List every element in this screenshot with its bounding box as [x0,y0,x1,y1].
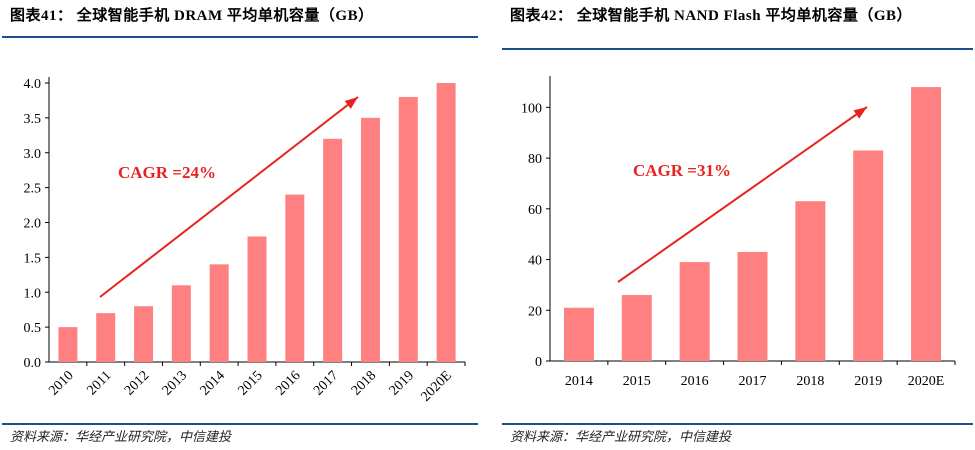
nand-bar [911,87,942,361]
nand-x-tick-label: 2018 [796,374,824,389]
dram-bottom-rule [2,423,478,425]
dram-y-tick-label: 4.0 [24,77,42,92]
dram-top-rule [2,36,478,38]
dram-bar-chart: 0.0 0.5 1.0 1.5 2.0 2.5 3.0 3.5 4.0 2010 2011 2012 2… [24,77,466,405]
nand-cagr-annotation: CAGR =31% [633,161,731,180]
dram-bar [323,138,343,362]
nand-bar [795,201,826,361]
nand-chart-panel: 图表42： 全球智能手机 NAND Flash 平均单机容量（GB） 0 20 40… [500,0,975,450]
dram-chart-title: 图表41： 全球智能手机 DRAM 平均单机容量（GB） [10,8,374,24]
dram-x-tick-label: 2013 [160,368,190,398]
dram-x-tick-label: 2012 [122,368,152,398]
nand-bar [853,150,884,361]
dram-bar [134,306,154,362]
dram-x-tick-label: 2017 [311,368,341,398]
nand-y-tick-label: 20 [528,304,542,319]
dram-bar [171,285,191,362]
nand-x-tick-label: 2017 [739,374,767,389]
nand-y-tick-label: 40 [528,254,542,269]
nand-y-tick-label: 0 [535,355,542,370]
dram-x-tick-label: 2020E [418,368,454,404]
dram-source-note: 资料来源：华经产业研究院，中信建投 [10,430,232,445]
dram-x-tick-label: 2015 [235,368,265,398]
nand-source-note: 资料来源：华经产业研究院，中信建投 [510,430,732,445]
nand-y-tick-label: 100 [521,101,542,116]
nand-x-tick-label: 2019 [854,374,882,389]
dram-bar [398,96,418,362]
nand-top-rule [502,48,973,50]
nand-bar [737,251,768,361]
dram-x-tick-label: 2016 [273,368,303,398]
dram-trend-arrowhead [344,97,358,109]
dram-y-tick-label: 0.0 [24,356,42,371]
dram-bar [247,236,267,362]
nand-chart-title: 图表42： 全球智能手机 NAND Flash 平均单机容量（GB） [510,8,913,24]
dram-y-tick-label: 2.5 [24,182,42,197]
dram-bar [209,264,229,362]
dram-bar [360,117,380,362]
dram-y-tick-label: 2.0 [24,217,42,232]
dram-y-tick-label: 3.5 [24,112,42,127]
nand-x-tick-label: 2020E [908,374,945,389]
nand-bar [563,307,594,361]
nand-bottom-rule [502,423,973,425]
nand-bar [621,295,652,361]
dram-x-tick-label: 2018 [349,368,379,398]
dram-x-tick-label: 2010 [46,368,76,398]
nand-bar [679,262,710,361]
dram-y-tick-label: 1.5 [24,251,42,266]
nand-x-tick-label: 2016 [681,374,709,389]
nand-bar-chart: 0 20 40 60 80 100 2014 2015 2016 2017 2018 2019 2020… [521,76,956,389]
nand-trend-arrowhead [853,107,867,119]
dram-y-tick-label: 1.0 [24,286,42,301]
dram-cagr-annotation: CAGR =24% [118,163,216,182]
dram-y-tick-label: 3.0 [24,147,42,162]
dram-bar [285,194,305,362]
nand-y-tick-label: 60 [528,203,542,218]
nand-y-tick-label: 80 [528,152,542,167]
dram-x-tick-label: 2019 [387,368,417,398]
nand-x-tick-label: 2014 [565,374,593,389]
dram-chart-panel: 图表41： 全球智能手机 DRAM 平均单机容量（GB） 0.0 0.5 1.0 1.… [0,0,480,450]
dram-x-tick-label: 2014 [198,368,228,398]
dram-bar [436,83,456,362]
dram-trend-arrow [99,96,359,298]
dram-y-tick-label: 0.5 [24,321,42,336]
dram-bar [96,313,116,362]
nand-trend-arrow [617,106,868,283]
dram-bar [58,327,78,362]
dram-x-tick-label: 2011 [85,368,115,398]
nand-x-tick-label: 2015 [623,374,651,389]
